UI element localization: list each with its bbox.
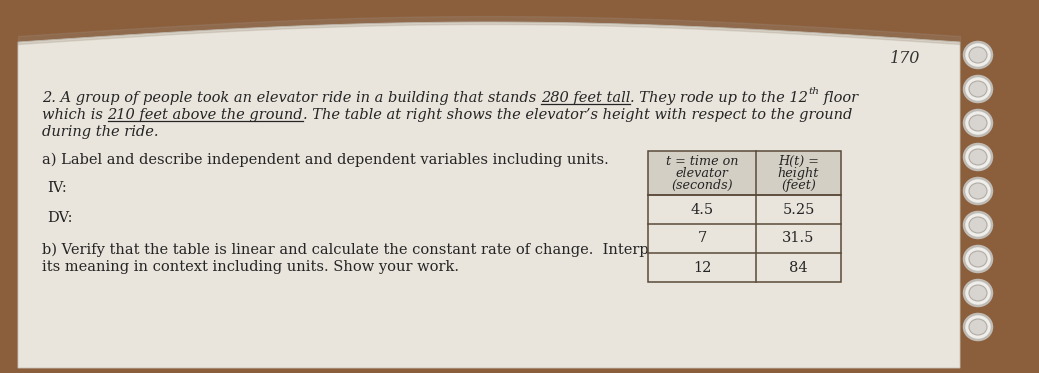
Bar <box>648 151 841 282</box>
Text: t = time on: t = time on <box>666 155 739 168</box>
Ellipse shape <box>969 47 987 63</box>
Ellipse shape <box>964 76 992 102</box>
Text: DV:: DV: <box>47 211 73 225</box>
Text: 170: 170 <box>889 50 921 67</box>
Ellipse shape <box>964 110 992 136</box>
Ellipse shape <box>964 144 992 170</box>
Text: height: height <box>778 167 819 180</box>
Bar <box>648 253 841 282</box>
Text: elevator: elevator <box>675 167 728 180</box>
Ellipse shape <box>969 149 987 165</box>
Ellipse shape <box>969 81 987 97</box>
Text: IV:: IV: <box>47 181 66 195</box>
Text: during the ride.: during the ride. <box>42 125 159 139</box>
Ellipse shape <box>969 217 987 233</box>
Ellipse shape <box>964 212 992 238</box>
Ellipse shape <box>964 42 992 68</box>
Ellipse shape <box>969 183 987 199</box>
Text: H(t) =: H(t) = <box>778 155 819 168</box>
Text: 2. A group of people took an elevator ride in a building that stands: 2. A group of people took an elevator ri… <box>42 91 541 105</box>
Text: 12: 12 <box>693 260 711 275</box>
Text: . They rode up to the 12: . They rode up to the 12 <box>631 91 808 105</box>
Text: 280 feet tall: 280 feet tall <box>541 91 631 105</box>
Text: 84: 84 <box>790 260 807 275</box>
Text: . The table at right shows the elevator’s height with respect to the ground: . The table at right shows the elevator’… <box>303 108 853 122</box>
Text: 7: 7 <box>697 232 707 245</box>
Ellipse shape <box>969 115 987 131</box>
Text: (feet): (feet) <box>781 179 816 192</box>
Text: 31.5: 31.5 <box>782 232 815 245</box>
Ellipse shape <box>964 280 992 306</box>
Polygon shape <box>18 22 960 368</box>
Bar <box>648 224 841 253</box>
Bar <box>648 195 841 224</box>
Bar <box>648 151 841 195</box>
Ellipse shape <box>964 246 992 272</box>
Text: 210 feet above the ground: 210 feet above the ground <box>107 108 303 122</box>
Ellipse shape <box>964 178 992 204</box>
Ellipse shape <box>964 314 992 340</box>
Ellipse shape <box>969 285 987 301</box>
Text: th: th <box>808 87 819 96</box>
Text: floor: floor <box>819 91 858 105</box>
Text: 5.25: 5.25 <box>782 203 815 216</box>
Ellipse shape <box>969 319 987 335</box>
Text: a) Label and describe independent and dependent variables including units.: a) Label and describe independent and de… <box>42 153 609 167</box>
Text: which is: which is <box>42 108 107 122</box>
Text: its meaning in context including units. Show your work.: its meaning in context including units. … <box>42 260 459 274</box>
Text: (seconds): (seconds) <box>671 179 732 192</box>
Text: b) Verify that the table is linear and calculate the constant rate of change.  I: b) Verify that the table is linear and c… <box>42 243 670 257</box>
Ellipse shape <box>969 251 987 267</box>
Text: 4.5: 4.5 <box>691 203 714 216</box>
